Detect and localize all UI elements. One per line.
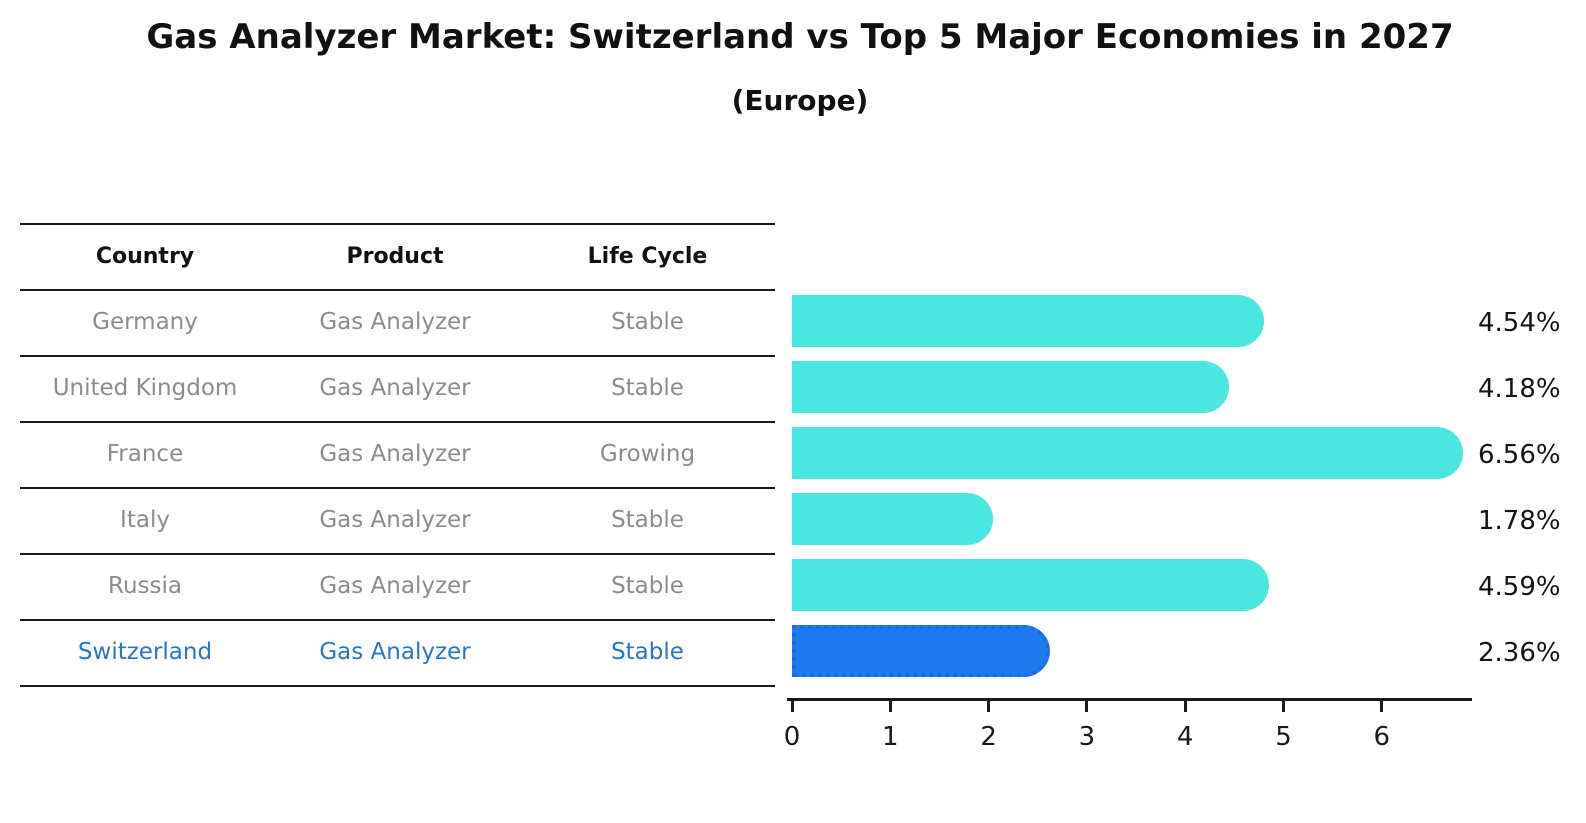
chart-subtitle: (Europe) bbox=[731, 84, 869, 117]
cell-life-cycle: Stable bbox=[611, 375, 684, 401]
row-divider bbox=[20, 685, 775, 687]
bar bbox=[792, 493, 993, 545]
bar bbox=[792, 559, 1270, 611]
x-axis-tick-label: 4 bbox=[1176, 722, 1194, 752]
table-row: United Kingdom Gas Analyzer Stable bbox=[20, 355, 775, 421]
x-axis-tick bbox=[987, 701, 991, 712]
x-axis-tick bbox=[1085, 701, 1089, 712]
table-row: France Gas Analyzer Growing bbox=[20, 421, 775, 487]
x-axis-tick bbox=[888, 701, 892, 712]
x-axis-tick-label: 0 bbox=[783, 722, 801, 752]
cell-product: Gas Analyzer bbox=[319, 441, 471, 467]
cell-product: Gas Analyzer bbox=[319, 639, 471, 665]
x-axis-tick-label: 5 bbox=[1275, 722, 1292, 752]
cell-life-cycle: Stable bbox=[611, 507, 684, 533]
bar bbox=[792, 361, 1229, 413]
x-axis-tick bbox=[1183, 701, 1187, 712]
cell-country: Germany bbox=[92, 309, 198, 335]
chart-title: Gas Analyzer Market: Switzerland vs Top … bbox=[146, 17, 1454, 57]
bar bbox=[792, 427, 1463, 479]
table-header-row: Country Product Life Cycle bbox=[20, 223, 775, 289]
cell-life-cycle: Growing bbox=[599, 441, 696, 467]
column-header-product: Product bbox=[346, 243, 444, 269]
x-axis-tick-label: 3 bbox=[1078, 722, 1096, 752]
bar-value-label: 4.18% bbox=[1478, 374, 1561, 404]
row-divider bbox=[20, 553, 775, 555]
x-axis-line bbox=[787, 698, 1472, 701]
cell-country: Italy bbox=[120, 507, 170, 533]
table-row: Italy Gas Analyzer Stable bbox=[20, 487, 775, 553]
row-divider bbox=[20, 289, 775, 291]
cell-life-cycle: Stable bbox=[611, 309, 684, 335]
cell-country: Switzerland bbox=[77, 639, 213, 665]
x-axis-tick-label: 1 bbox=[882, 722, 899, 752]
x-axis-tick bbox=[1282, 701, 1285, 712]
row-divider bbox=[20, 355, 775, 357]
x-axis-tick-label: 6 bbox=[1373, 722, 1391, 752]
bar-value-label: 6.56% bbox=[1478, 440, 1561, 470]
x-axis-tick-label: 2 bbox=[980, 722, 997, 752]
cell-product: Gas Analyzer bbox=[319, 507, 471, 533]
x-axis-tick bbox=[790, 701, 794, 712]
cell-country: France bbox=[106, 441, 184, 467]
cell-country: United Kingdom bbox=[52, 375, 238, 401]
bar-value-label: 4.59% bbox=[1478, 572, 1561, 602]
cell-country: Russia bbox=[108, 573, 182, 599]
x-axis-tick bbox=[1380, 701, 1384, 712]
row-divider bbox=[20, 619, 775, 621]
bar-value-label: 1.78% bbox=[1478, 506, 1561, 536]
table-row: Russia Gas Analyzer Stable bbox=[20, 553, 775, 619]
bar-value-label: 4.54% bbox=[1478, 308, 1561, 338]
bar-value-label: 2.36% bbox=[1478, 638, 1561, 668]
bar bbox=[792, 295, 1265, 347]
cell-product: Gas Analyzer bbox=[319, 309, 471, 335]
row-divider bbox=[20, 223, 775, 225]
table-row: Switzerland Gas Analyzer Stable bbox=[20, 619, 775, 685]
table-row: Germany Gas Analyzer Stable bbox=[20, 289, 775, 355]
cell-product: Gas Analyzer bbox=[319, 573, 471, 599]
row-divider bbox=[20, 487, 775, 489]
cell-life-cycle: Stable bbox=[611, 639, 684, 665]
column-header-life-cycle: Life Cycle bbox=[587, 243, 708, 269]
column-header-country: Country bbox=[95, 243, 195, 269]
cell-product: Gas Analyzer bbox=[319, 375, 471, 401]
row-divider bbox=[20, 421, 775, 423]
cell-life-cycle: Stable bbox=[611, 573, 684, 599]
highlight-bar bbox=[792, 625, 1050, 677]
